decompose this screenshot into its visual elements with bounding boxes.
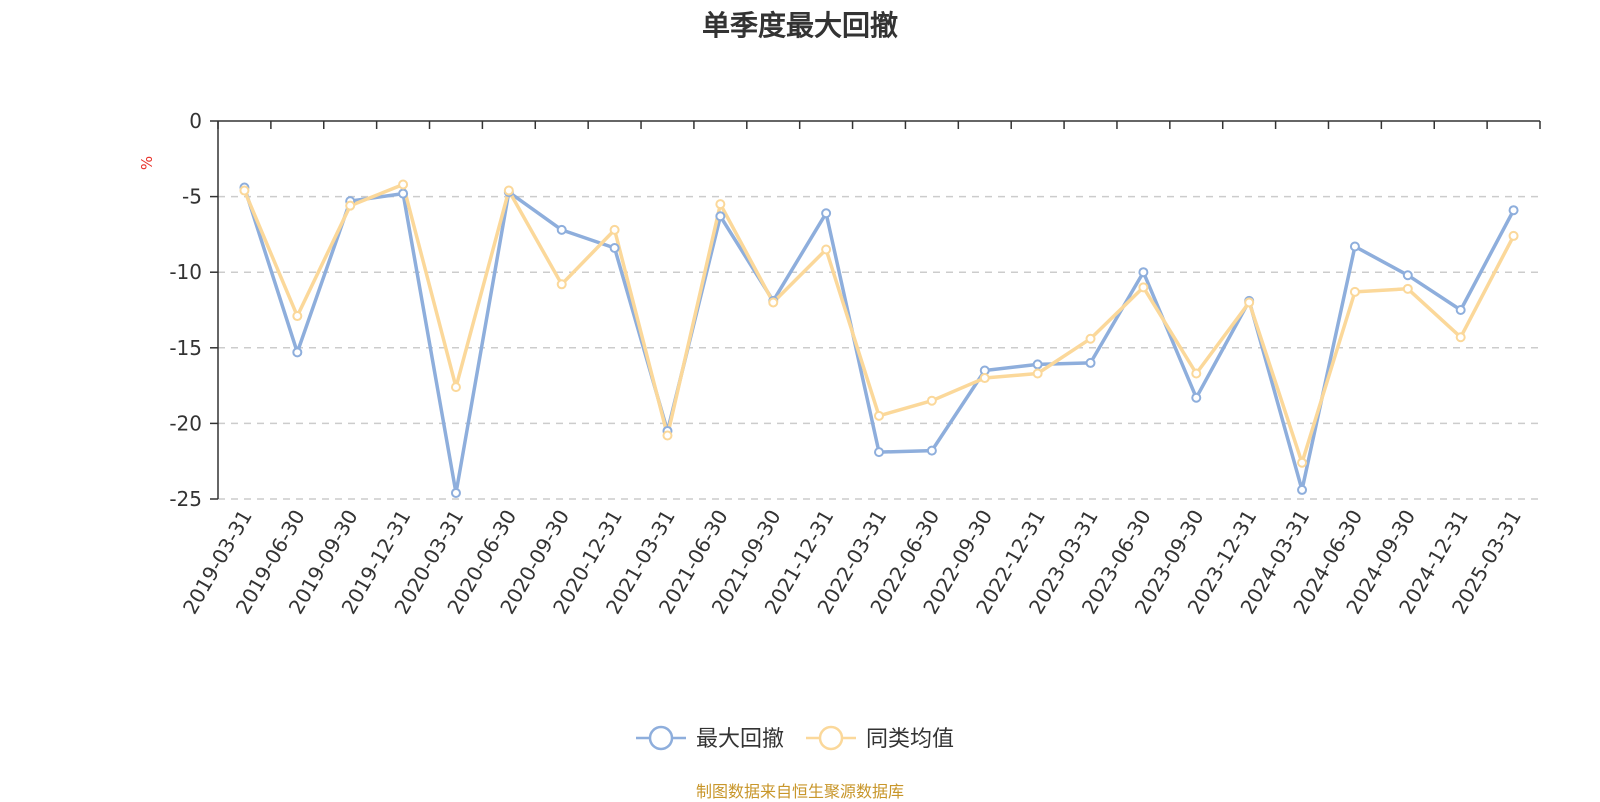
series-2-point: [1455, 332, 1466, 343]
y-tick-label: -10: [169, 260, 202, 284]
series-2-point: [345, 200, 356, 211]
series-2-point: [239, 185, 250, 196]
series-2-point: [979, 373, 990, 384]
series-1-point: [450, 487, 461, 498]
series-2-point: [715, 199, 726, 210]
series-2-point: [821, 244, 832, 255]
series-1-point: [1191, 392, 1202, 403]
series-2-point: [768, 297, 779, 308]
series-2-point: [398, 179, 409, 190]
series-2-point: [1032, 368, 1043, 379]
series-1-point: [1032, 359, 1043, 370]
series-layer: [239, 179, 1519, 498]
legend-marker-icon: [818, 725, 844, 751]
y-tick-label: -20: [169, 411, 202, 435]
series-2-point: [874, 410, 884, 421]
legend[interactable]: 最大回撤 同类均值: [636, 725, 954, 752]
series-2-point: [1085, 333, 1096, 344]
series-2-point: [503, 185, 514, 196]
series-1-point: [1085, 357, 1096, 368]
series-1-point: [715, 211, 726, 222]
series-1-point: [1402, 270, 1413, 281]
series-2-point: [1402, 283, 1413, 294]
series-1-point: [874, 447, 884, 458]
series-line-2: [242, 182, 1516, 465]
legend-label: 最大回撤: [696, 727, 784, 752]
legend-label: 同类均值: [866, 727, 954, 752]
y-tick-label: -15: [169, 336, 202, 360]
series-2-point: [1138, 282, 1149, 293]
series-2-point: [1349, 286, 1360, 297]
series-1-point: [926, 445, 937, 456]
series-1-point: [609, 243, 620, 254]
legend-item-2[interactable]: 同类均值: [806, 725, 954, 752]
y-axis-unit: %: [138, 156, 156, 170]
series-2-point: [662, 430, 673, 441]
series-2-point: [1244, 297, 1255, 308]
series-2-point: [926, 395, 937, 406]
series-2-point: [292, 311, 303, 322]
series-1-point: [1349, 241, 1360, 252]
series-2-point: [1297, 457, 1308, 468]
series-2-point: [450, 382, 461, 393]
series-1-point: [1138, 267, 1149, 278]
series-1-point: [1297, 484, 1308, 495]
series-1-point: [821, 208, 832, 219]
y-tick-label: -25: [169, 487, 202, 511]
legend-marker-icon: [648, 725, 674, 751]
y-tick-label: -5: [182, 185, 202, 209]
chart-title: 单季度最大回撤: [701, 9, 898, 42]
series-2-point: [556, 279, 567, 290]
source-note: 制图数据来自恒生聚源数据库: [695, 782, 904, 801]
series-1-point: [556, 224, 567, 235]
series-2-point: [609, 224, 620, 235]
legend-item-1[interactable]: 最大回撤: [636, 725, 784, 752]
series-1-point: [398, 188, 409, 199]
series-2-point: [1191, 368, 1202, 379]
series-2-point: [1508, 230, 1519, 241]
series-1-point: [1508, 205, 1519, 216]
series-1-point: [1455, 305, 1466, 315]
series-1-point: [292, 347, 303, 358]
y-tick-label: 0: [189, 109, 202, 133]
